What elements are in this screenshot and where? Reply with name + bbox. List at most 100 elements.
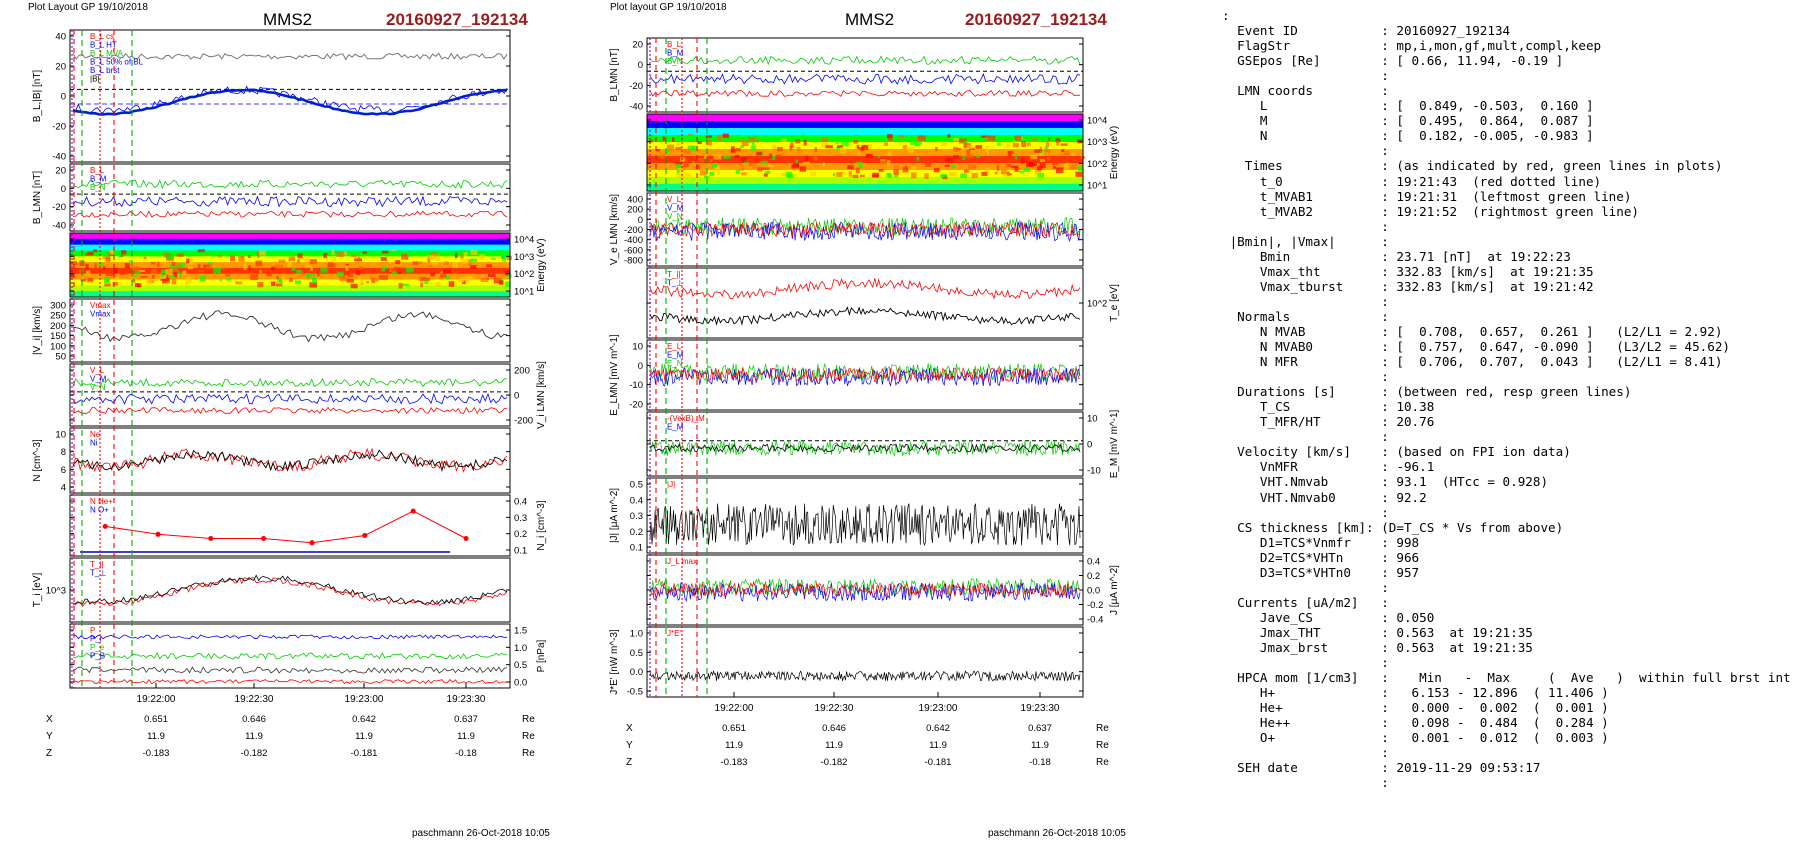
spectrogram-texture (916, 137, 919, 141)
ephemeris-value: 11.9 (725, 740, 743, 751)
spectrogram-band (647, 177, 1083, 185)
spectrogram-texture (226, 252, 231, 257)
spectrogram-texture (213, 267, 221, 274)
spectrogram-texture (821, 143, 830, 148)
spectrogram-texture (1053, 166, 1056, 169)
panel-frame (69, 427, 511, 494)
tick-label: 0.0 (514, 678, 527, 689)
spectrogram-texture (161, 269, 168, 275)
tick-label: 6 (61, 465, 66, 476)
spectrogram-texture (498, 280, 504, 285)
spectrogram-texture (219, 279, 222, 282)
series-N-hpca (105, 510, 467, 544)
spectrogram-texture (490, 257, 496, 260)
spectrogram-texture (198, 270, 204, 273)
spectrogram-texture (250, 274, 259, 281)
tick-label: -40 (52, 152, 66, 163)
time-tick-label: 19:23:30 (1021, 703, 1060, 714)
legend-entry: B_L MVA (90, 49, 124, 58)
spectrogram-texture (188, 266, 194, 270)
panel-frame (69, 298, 511, 363)
spectrogram-texture (884, 142, 888, 146)
spectrogram-band (70, 291, 510, 298)
series-Pi (72, 652, 508, 660)
tick-label: 1.5 (514, 626, 527, 637)
spectrogram-texture (343, 269, 350, 275)
spectrogram-texture (276, 276, 279, 279)
spectrogram-texture (775, 154, 782, 159)
spectrogram-texture (656, 149, 660, 152)
spectrogram-texture (480, 278, 488, 282)
spectrogram-texture (102, 266, 106, 271)
tick-label: 50 (55, 352, 66, 363)
spectrogram-texture (734, 155, 740, 158)
series-N (72, 406, 507, 415)
tick-label: 10^4 (514, 235, 534, 246)
ephemeris-value: 0.651 (722, 723, 746, 734)
spectrogram-texture (500, 253, 507, 258)
series-Ni (72, 449, 508, 473)
spectrogram-texture (703, 155, 707, 159)
spectrogram-texture (676, 172, 684, 179)
spectrogram-texture (243, 264, 247, 270)
spectrogram-band (647, 163, 1083, 171)
spectrogram-texture (300, 271, 304, 277)
spectrogram-texture (309, 282, 318, 288)
spectrogram-texture (925, 162, 931, 167)
legend-entry: J_L max (667, 557, 697, 566)
spectrogram-texture (345, 265, 349, 271)
spectrogram-texture (133, 274, 137, 277)
tick-label: -200 (514, 416, 533, 427)
spectrogram-texture (924, 173, 929, 179)
spectrogram-texture (1006, 163, 1011, 167)
tick-label: 0 (638, 215, 643, 226)
spectrogram-texture (676, 143, 681, 146)
axis-label: |J| [μA m^-2] (609, 488, 620, 543)
spectrogram-texture (310, 277, 316, 280)
spectrogram-texture (85, 263, 89, 270)
spectrogram-texture (738, 134, 742, 139)
spectrogram-texture (140, 275, 148, 278)
spectrogram-texture (763, 173, 768, 177)
tick-label: -400 (624, 235, 643, 246)
tick-label: 10^1 (514, 287, 534, 298)
spectrogram-texture (366, 281, 369, 284)
spectrogram-texture (381, 275, 388, 280)
spectrogram-texture (112, 282, 119, 286)
spectrogram-texture (240, 256, 244, 259)
spectrogram-texture (945, 157, 954, 163)
spectrogram-texture (836, 146, 842, 150)
tick-label: 0 (638, 60, 643, 71)
spectrogram-texture (1034, 170, 1038, 176)
spectrogram-texture (163, 252, 168, 258)
spectrogram-texture (430, 272, 435, 277)
tick-label: 10 (55, 430, 66, 441)
tick-label: 1.0 (514, 643, 527, 654)
spectrogram-texture (226, 277, 232, 281)
ephemeris-value: -0.182 (821, 757, 848, 768)
series-Ptot (72, 634, 508, 640)
panel-BLMN: 20 0 -20 -40 B_LMN [nT] B_LB_MB_N (32, 163, 511, 232)
tick-label: 8 (61, 447, 66, 458)
panel-Ti: 10^3T_i [eV] T_||T_⊥ (32, 557, 511, 623)
series-Bmag (72, 52, 508, 61)
tick-label: 0.0 (1087, 586, 1100, 597)
series-L (72, 392, 508, 405)
spectrogram-texture (134, 283, 140, 288)
ephemeris-value: 0.637 (454, 714, 478, 725)
figure-footer: paschmann 26-Oct-2018 10:05 (988, 828, 1126, 839)
tick-label: 0.5 (630, 648, 643, 659)
spectrogram-texture (853, 139, 859, 144)
spectrogram-texture (880, 159, 886, 162)
spectrogram-texture (1055, 138, 1061, 143)
legend-entry: V_M (667, 204, 684, 213)
series-VexB (649, 443, 1081, 454)
tick-label: 10^4 (1087, 116, 1107, 127)
spectrogram-texture (1006, 171, 1010, 176)
tick-label: -0.2 (1087, 600, 1103, 611)
tick-label: 200 (50, 321, 66, 332)
ephemeris-unit: Re (522, 748, 535, 759)
spectrogram-texture (879, 161, 887, 165)
time-tick-label: 19:22:30 (815, 703, 854, 714)
spectrogram-texture (371, 278, 376, 283)
